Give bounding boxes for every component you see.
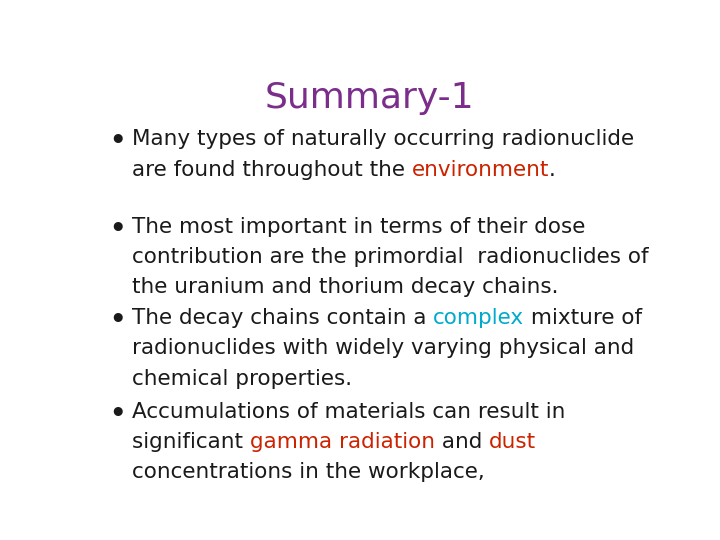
Text: Accumulations of materials can result in: Accumulations of materials can result in <box>132 402 565 422</box>
Text: the uranium and thorium decay chains.: the uranium and thorium decay chains. <box>132 277 558 298</box>
Text: .: . <box>549 160 556 180</box>
Text: radionuclides with widely varying physical and: radionuclides with widely varying physic… <box>132 339 634 359</box>
Text: •: • <box>109 402 126 428</box>
Text: environment: environment <box>412 160 549 180</box>
Text: dust: dust <box>489 432 536 452</box>
Text: chemical properties.: chemical properties. <box>132 369 352 389</box>
Text: and: and <box>435 432 489 452</box>
Text: •: • <box>109 217 126 242</box>
Text: The most important in terms of their dose: The most important in terms of their dos… <box>132 217 585 237</box>
Text: •: • <box>109 129 126 155</box>
Text: complex: complex <box>433 308 524 328</box>
Text: •: • <box>109 308 126 334</box>
Text: contribution are the primordial  radionuclides of: contribution are the primordial radionuc… <box>132 247 649 267</box>
Text: The decay chains contain a: The decay chains contain a <box>132 308 433 328</box>
Text: Summary-1: Summary-1 <box>264 82 474 116</box>
Text: concentrations in the workplace,: concentrations in the workplace, <box>132 462 485 482</box>
Text: mixture of: mixture of <box>524 308 642 328</box>
Text: Many types of naturally occurring radionuclide: Many types of naturally occurring radion… <box>132 129 634 149</box>
Text: are found throughout the: are found throughout the <box>132 160 412 180</box>
Text: significant: significant <box>132 432 250 452</box>
Text: gamma radiation: gamma radiation <box>250 432 435 452</box>
